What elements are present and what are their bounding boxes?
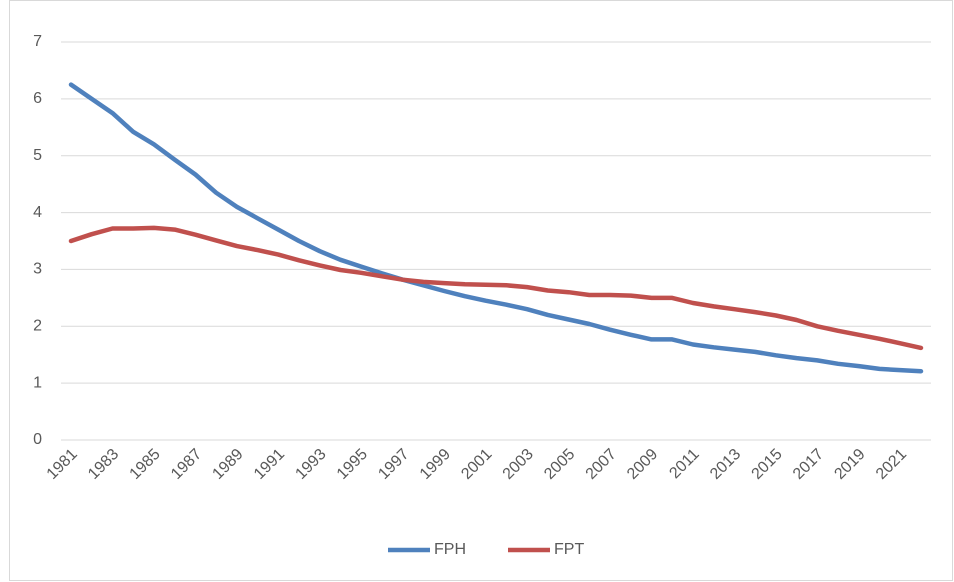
- y-tick-label: 7: [33, 33, 42, 50]
- y-tick-label: 1: [33, 374, 42, 391]
- chart-frame: [9, 0, 953, 581]
- y-tick-label: 5: [33, 147, 42, 164]
- y-tick-label: 0: [33, 431, 42, 448]
- series-line: [68, 82, 924, 374]
- y-tick-label: 4: [33, 204, 42, 221]
- legend-label: FPT: [554, 541, 584, 558]
- y-tick-label: 6: [33, 90, 42, 107]
- y-tick-label: 2: [33, 318, 42, 335]
- y-tick-label: 3: [33, 261, 42, 278]
- legend-label: FPH: [434, 541, 466, 558]
- series-line: [68, 225, 924, 351]
